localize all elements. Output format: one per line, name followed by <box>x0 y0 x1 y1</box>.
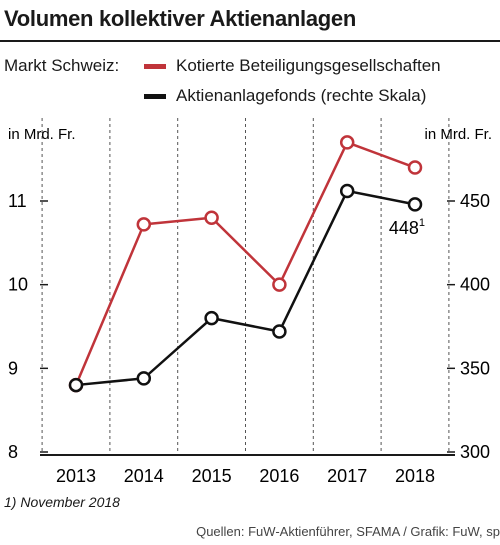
data-point-red <box>272 277 287 292</box>
market-label: Markt Schweiz: <box>4 56 120 75</box>
right-tick-label: 300 <box>460 442 490 462</box>
title-rule <box>0 40 500 42</box>
series-line-red <box>74 141 416 386</box>
x-tick-label: 2015 <box>192 466 232 486</box>
footnote: 1) November 2018 <box>4 494 120 510</box>
x-tick-label: 2018 <box>395 466 435 486</box>
series-line-black <box>75 189 416 387</box>
right-tick-label: 450 <box>460 191 490 211</box>
data-point-red <box>136 217 152 232</box>
chart-title: Volumen kollektiver Aktienanlagen <box>4 6 356 31</box>
data-point-black <box>204 310 219 326</box>
left-tick-label: 11 <box>8 191 27 211</box>
x-tick-label: 2017 <box>327 466 367 486</box>
legend-swatch-black <box>144 93 166 99</box>
right-tick-label: 350 <box>460 358 490 378</box>
x-tick-label: 2014 <box>124 466 164 486</box>
x-tick-label: 2016 <box>259 466 299 486</box>
left-tick-label: 9 <box>8 358 18 378</box>
data-point-black <box>68 377 84 393</box>
data-point-black <box>407 197 423 212</box>
data-point-red <box>204 210 219 225</box>
sources: Quellen: FuW-Aktienführer, SFAMA / Grafi… <box>196 524 500 539</box>
data-point-red <box>407 160 423 175</box>
annotation-448: 4481 <box>389 217 425 238</box>
right-tick-label: 400 <box>460 275 490 295</box>
annotation-superscript: 1 <box>419 217 425 229</box>
data-point-black <box>339 183 355 199</box>
left-axis-unit: in Mrd. Fr. <box>8 126 76 143</box>
left-tick-label: 10 <box>8 275 28 295</box>
data-point-black <box>136 371 152 386</box>
annotation-value: 448 <box>389 218 419 238</box>
legend-swatch-red <box>144 63 166 69</box>
data-point-red <box>339 135 355 150</box>
legend-label-black: Aktienanlagefonds (rechte Skala) <box>176 86 427 105</box>
legend-item-black: Aktienanlagefonds (rechte Skala) <box>144 86 426 106</box>
right-axis-unit: in Mrd. Fr. <box>424 126 492 143</box>
legend-label-red: Kotierte Beteiligungsgesellschaften <box>176 56 441 75</box>
legend-item-red: Kotierte Beteiligungsgesellschaften <box>144 56 441 76</box>
left-tick-label: 8 <box>8 442 18 462</box>
data-point-black <box>272 324 287 339</box>
x-tick-label: 2013 <box>56 466 96 486</box>
